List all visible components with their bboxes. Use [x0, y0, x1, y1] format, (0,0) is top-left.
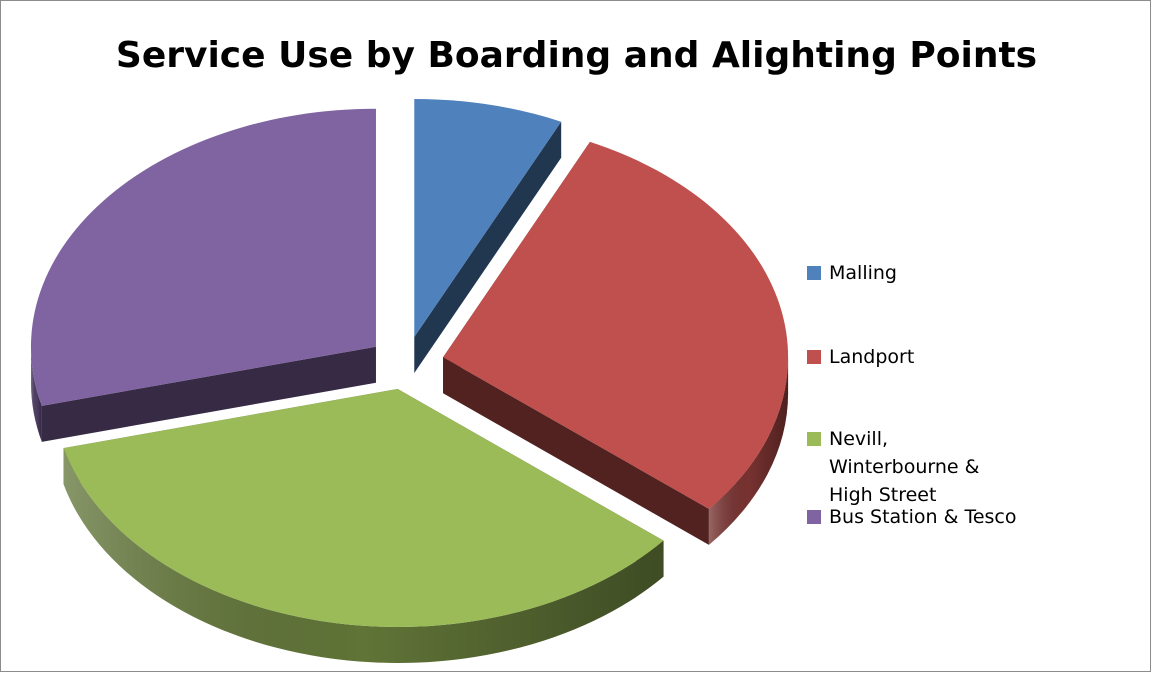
pie-slice-landport	[443, 141, 789, 545]
legend-swatch-bus-station	[807, 510, 821, 524]
legend-label-malling: Malling	[829, 262, 897, 284]
legend-item-bus-station: Bus Station & Tesco	[807, 503, 1149, 531]
pie-slice-top-bus-station-tesco	[30, 108, 376, 406]
legend-label-landport: Landport	[829, 346, 915, 368]
pie-slice-wall-landport-1	[443, 357, 709, 545]
legend-label-nevill: Nevill, Winterbourne & High Street	[829, 428, 980, 506]
legend-swatch-nevill	[807, 432, 821, 446]
legend-item-nevill: Nevill, Winterbourne & High Street	[807, 425, 989, 509]
pie-slice-wall-bus-station-tesco-0	[41, 346, 376, 442]
pie-slice-wall-malling-1	[414, 121, 562, 374]
legend-item-landport: Landport	[807, 343, 1149, 371]
pie-slice-bus-station-tesco	[30, 108, 376, 442]
pie-slice-rim-shade-landport-0	[708, 358, 789, 545]
chart-title: Service Use by Boarding and Alighting Po…	[115, 35, 1038, 76]
legend-item-malling: Malling	[807, 259, 1149, 287]
legend-swatch-malling	[807, 266, 821, 280]
pie-slice-rim-shade-nevill-winterbourne-high-street-0	[63, 448, 664, 663]
pie-slice-top-landport	[443, 141, 789, 509]
pie-slice-rim-shade-bus-station-tesco-0	[30, 344, 42, 442]
pie-slice-top-nevill-winterbourne-high-street	[63, 388, 664, 627]
pie-slice-top-malling	[414, 99, 562, 338]
legend-label-bus-station: Bus Station & Tesco	[829, 506, 1017, 528]
pie-slice-nevill-winterbourne-high-street	[63, 388, 664, 663]
pie-slice-malling	[414, 99, 562, 374]
legend-swatch-landport	[807, 350, 821, 364]
